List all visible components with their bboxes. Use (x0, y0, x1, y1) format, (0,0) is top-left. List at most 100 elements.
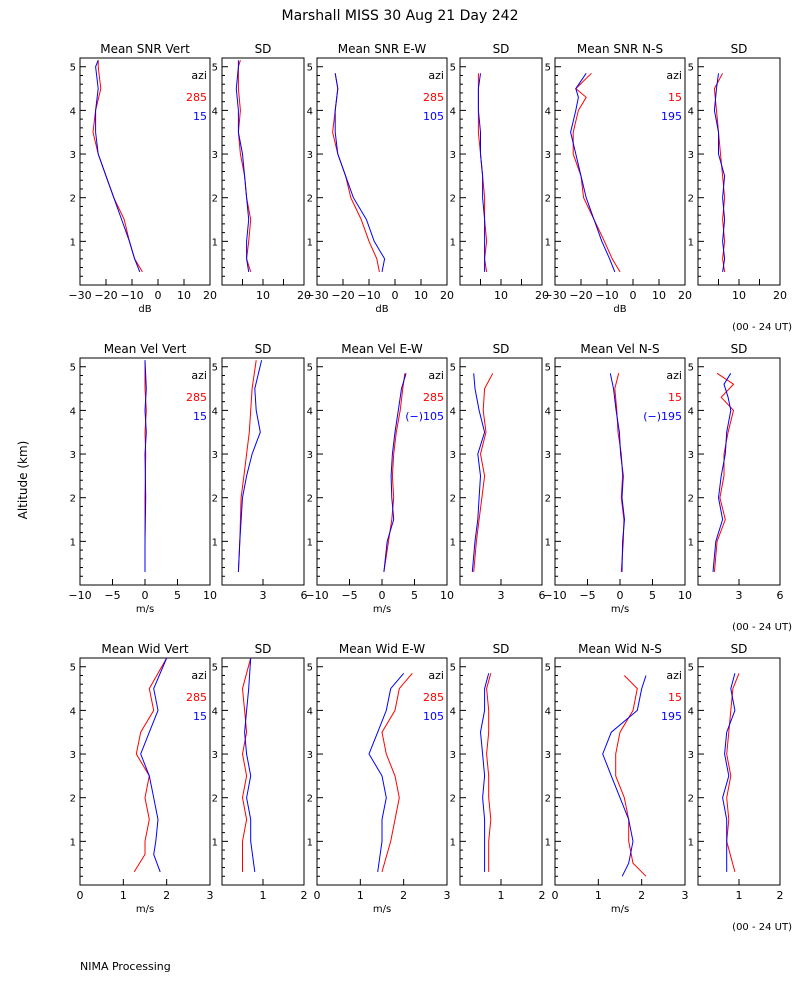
panel-2: SD 1 2 3 4 5 10 20 (212, 42, 311, 302)
y-tick-label: 5 (688, 663, 694, 674)
series-line-red (713, 372, 735, 572)
y-tick-label: 4 (688, 706, 694, 717)
panel-title: Mean SNR E-W (338, 42, 427, 56)
legend-red-label: 285 (423, 91, 444, 104)
y-tick-label: 2 (688, 494, 694, 505)
x-axis-label: m/s (373, 604, 391, 615)
legend-header: azi (428, 669, 444, 682)
y-tick-label: 2 (450, 194, 456, 205)
y-tick-label: 3 (545, 750, 551, 761)
panel-title: SD (731, 642, 748, 656)
x-axis-label: m/s (611, 904, 629, 915)
y-tick-label: 3 (307, 150, 313, 161)
x-axis-label: m/s (373, 904, 391, 915)
panel-title: Mean SNR Vert (100, 42, 190, 56)
legend-header: azi (666, 369, 682, 382)
panel-title: SD (255, 342, 272, 356)
y-tick-label: 4 (450, 706, 456, 717)
x-tick-label: 10 (203, 589, 217, 602)
panel-10: SD 1 2 3 4 5 3 6 (450, 342, 546, 602)
panel-frame (554, 57, 686, 286)
legend-blue-label: 15 (193, 710, 207, 723)
y-tick-label: 1 (70, 237, 76, 248)
y-tick-label: 1 (450, 837, 456, 848)
panel-9: Mean Vel E-W 1 2 3 4 5 −10 −5 0 5 10 m/s azi 285 (−)10… (305, 342, 454, 615)
series-line-red (92, 60, 143, 273)
x-tick-label: 2 (777, 889, 784, 902)
y-tick-label: 2 (688, 194, 694, 205)
panel-frame (221, 657, 305, 886)
y-tick-label: 3 (70, 450, 76, 461)
legend-blue-label: 195 (661, 710, 682, 723)
x-tick-label: 0 (392, 289, 399, 302)
panel-title: Mean Vel E-W (341, 342, 423, 356)
series-line-red (241, 657, 252, 872)
y-tick-label: 1 (70, 837, 76, 848)
x-tick-label: 0 (630, 289, 637, 302)
panel-title: SD (493, 342, 510, 356)
panel-frame (221, 357, 305, 586)
series-line-blue (95, 60, 141, 273)
panel-frame (459, 57, 543, 286)
y-tick-label: 5 (688, 63, 694, 74)
y-tick-label: 1 (545, 537, 551, 548)
x-tick-label: −30 (543, 289, 566, 302)
y-tick-label: 3 (307, 450, 313, 461)
y-tick-label: 2 (688, 794, 694, 805)
y-tick-label: 5 (688, 363, 694, 374)
panel-8: SD 1 2 3 4 5 3 6 (212, 342, 308, 602)
y-tick-label: 1 (545, 237, 551, 248)
y-tick-label: 3 (307, 750, 313, 761)
x-tick-label: −30 (68, 289, 91, 302)
panel-frame (221, 57, 305, 286)
panel-frame (459, 657, 543, 886)
y-tick-label: 5 (70, 363, 76, 374)
series-line-blue (477, 73, 486, 272)
legend-red-label: 15 (668, 691, 682, 704)
series-line-blue (722, 673, 736, 872)
panel-title: SD (493, 642, 510, 656)
legend-blue-label: 105 (423, 710, 444, 723)
series-line-red (332, 73, 380, 272)
x-tick-label: 3 (444, 889, 451, 902)
legend-header: azi (666, 669, 682, 682)
x-tick-label: −10 (357, 289, 380, 302)
panel-title: SD (255, 42, 272, 56)
legend-red-label: 15 (668, 391, 682, 404)
series-line-red (615, 675, 647, 877)
legend-blue-label: (−)105 (405, 410, 444, 423)
panel-frame (554, 357, 686, 586)
x-tick-label: 10 (678, 589, 692, 602)
y-tick-label: 5 (307, 63, 313, 74)
x-tick-label: 1 (595, 889, 602, 902)
series-line-red (473, 373, 494, 572)
y-tick-label: 3 (688, 450, 694, 461)
legend-header: azi (428, 69, 444, 82)
x-tick-label: 10 (414, 289, 428, 302)
x-tick-label: 1 (357, 889, 364, 902)
y-tick-label: 1 (212, 537, 218, 548)
ut-note-row-2: (00 - 24 UT) (732, 622, 792, 633)
x-tick-label: 2 (539, 889, 546, 902)
x-axis-label: dB (613, 304, 626, 315)
x-tick-label: 20 (297, 289, 311, 302)
y-tick-label: 5 (545, 363, 551, 374)
legend-header: azi (191, 69, 207, 82)
x-tick-label: 2 (638, 889, 645, 902)
y-tick-label: 2 (212, 194, 218, 205)
y-tick-label: 4 (212, 106, 218, 117)
y-tick-label: 3 (545, 450, 551, 461)
y-tick-label: 1 (450, 237, 456, 248)
panel-title: Mean Vel N-S (580, 342, 659, 356)
x-tick-label: 0 (77, 889, 84, 902)
x-tick-label: 0 (314, 889, 321, 902)
y-tick-label: 4 (70, 406, 76, 417)
y-tick-label: 2 (307, 794, 313, 805)
panel-title: Mean Wid N-S (578, 642, 662, 656)
panel-frame (697, 357, 781, 586)
series-line-blue (712, 373, 732, 572)
legend-red-label: 285 (423, 691, 444, 704)
x-tick-label: 10 (494, 289, 508, 302)
panel-frame (459, 357, 543, 586)
series-line-blue (602, 675, 647, 877)
